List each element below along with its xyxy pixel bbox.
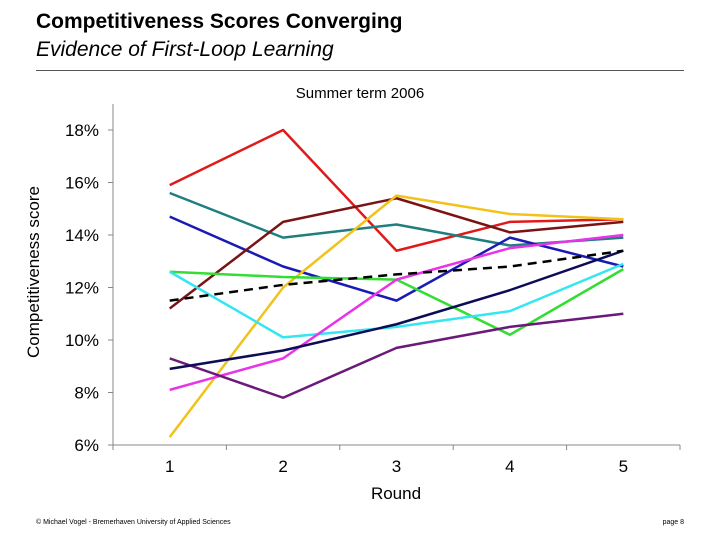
- series-line-dark-red: [168, 197, 624, 310]
- y-axis-title: Competitiveness score: [24, 186, 43, 358]
- y-tick-label: 16%: [65, 174, 99, 193]
- series-lines: [168, 128, 624, 438]
- series-line-teal: [169, 191, 624, 247]
- slide-title: Competitiveness Scores Converging: [36, 10, 403, 33]
- series-line-navy: [169, 249, 624, 371]
- series-line-average: [169, 249, 624, 302]
- chart-title: Summer term 2006: [296, 85, 424, 102]
- x-ticks: 1 2 3 4 5: [112, 445, 681, 476]
- y-tick-label: 14%: [65, 226, 99, 245]
- y-tick-label: 6%: [74, 436, 99, 455]
- y-tick-label: 12%: [65, 279, 99, 298]
- series-line-red: [169, 128, 624, 252]
- x-tick-label: 3: [392, 457, 401, 476]
- y-tick-label: 8%: [74, 384, 99, 403]
- footer-copyright: © Michael Vogel - Bremerhaven University…: [36, 519, 231, 526]
- title-divider: [36, 70, 684, 71]
- y-tick-label: 18%: [65, 121, 99, 140]
- series-line-purple: [169, 312, 624, 399]
- series-line-yellow: [168, 194, 624, 438]
- x-tick-label: 1: [165, 457, 174, 476]
- series-line-magenta: [169, 233, 624, 392]
- x-tick-label: 4: [505, 457, 514, 476]
- series-line-cyan: [169, 262, 624, 339]
- footer-page-number: page 8: [662, 519, 684, 526]
- y-tick-label: 10%: [65, 331, 99, 350]
- x-tick-label: 5: [619, 457, 628, 476]
- x-tick-label: 2: [278, 457, 287, 476]
- slide-subtitle: Evidence of First-Loop Learning: [36, 38, 334, 61]
- y-ticks: 6% 8% 10% 12% 14% 16% 18%: [65, 121, 113, 455]
- x-axis-title: Round: [371, 484, 421, 503]
